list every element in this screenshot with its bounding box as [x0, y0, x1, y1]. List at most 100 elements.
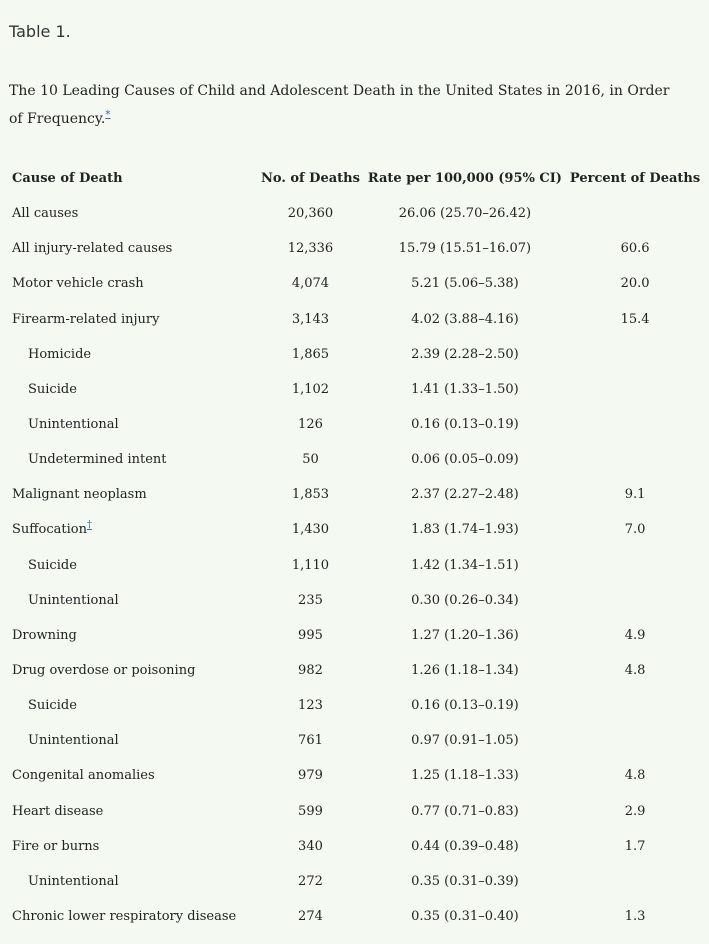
deaths-cell: 235: [298, 592, 323, 608]
table-row: Chronic lower respiratory disease 274 0.35…: [6, 899, 700, 934]
table-row: Fire or burns 340 0.44 (0.39–0.48) 1.7: [6, 829, 700, 864]
percent-cell: 1.7: [624, 838, 646, 854]
cause-cell: All injury-related causes: [6, 231, 261, 266]
cause-cell: All causes: [6, 196, 261, 231]
deaths-cell: 761: [298, 733, 323, 749]
cause-text: Motor vehicle crash: [12, 276, 144, 292]
cause-text: Undetermined intent: [28, 452, 167, 468]
rate-cell: 0.77 (0.71–0.83): [411, 803, 519, 819]
rate-cell: 0.06 (0.05–0.09): [411, 452, 519, 468]
cause-text: Unintentional: [28, 417, 119, 433]
rate-cell: 2.39 (2.28–2.50): [411, 346, 519, 362]
column-header: Percent of Deaths: [569, 171, 701, 187]
table-row: Suicide 1,102 1.41 (1.33–1.50): [6, 372, 700, 407]
rate-cell: 1.42 (1.34–1.51): [411, 557, 519, 573]
rate-cell: 1.26 (1.18–1.34): [411, 663, 519, 679]
percent-cell: 4.8: [624, 663, 646, 679]
cause-cell: Malignant neoplasm: [6, 477, 261, 512]
percent-cell: [570, 407, 700, 442]
deaths-cell: 126: [298, 417, 323, 433]
table-row: Drug overdose or poisoning 982 1.26 (1.18–…: [6, 653, 700, 688]
table-row: Motor vehicle crash 4,074 5.21 (5.06–5.38)…: [6, 266, 700, 301]
table-body: All causes 20,360 26.06 (25.70–26.42) All i…: [6, 196, 700, 934]
cause-text: Firearm-related injury: [12, 311, 160, 327]
percent-cell: [570, 583, 700, 618]
table-row: Suicide 123 0.16 (0.13–0.19): [6, 688, 700, 723]
percent-cell: 4.9: [624, 627, 646, 643]
percent-cell: 20.0: [620, 276, 650, 292]
cause-cell: Unintentional: [6, 407, 261, 442]
percent-cell: [570, 196, 700, 231]
percent-cell: [570, 688, 700, 723]
percent-cell: 2.9: [624, 803, 646, 819]
footnote-link[interactable]: †: [86, 520, 92, 532]
cause-cell: Drug overdose or poisoning: [6, 653, 261, 688]
table-row: Unintentional 272 0.35 (0.31–0.39): [6, 864, 700, 899]
column-header: Cause of Death: [12, 171, 123, 187]
cause-text: Drug overdose or poisoning: [12, 663, 196, 679]
cause-text: Unintentional: [28, 592, 119, 608]
cause-cell: Undetermined intent: [6, 442, 261, 477]
cause-text: Malignant neoplasm: [12, 487, 147, 503]
cause-cell: Unintentional: [6, 583, 261, 618]
cause-text: Homicide: [28, 346, 92, 362]
table-row: Firearm-related injury 3,143 4.02 (3.88–4.…: [6, 302, 700, 337]
table-row: Heart disease 599 0.77 (0.71–0.83) 2.9: [6, 794, 700, 829]
deaths-cell: 1,865: [291, 346, 330, 362]
rate-cell: 0.16 (0.13–0.19): [411, 417, 519, 433]
cause-text: Drowning: [12, 627, 77, 643]
table-row: Unintentional 235 0.30 (0.26–0.34): [6, 583, 700, 618]
deaths-cell: 340: [298, 838, 323, 854]
cause-cell: Motor vehicle crash: [6, 266, 261, 301]
cause-text: Congenital anomalies: [12, 768, 155, 784]
cause-cell: Firearm-related injury: [6, 302, 261, 337]
deaths-cell: 20,360: [287, 206, 334, 222]
caption-text: The 10 Leading Causes of Child and Adole…: [9, 83, 670, 127]
cause-cell: Suicide: [6, 372, 261, 407]
table-row: Malignant neoplasm 1,853 2.37 (2.27–2.48) 9…: [6, 477, 700, 512]
cause-cell: Congenital anomalies: [6, 758, 261, 793]
deaths-cell: 1,853: [291, 487, 330, 503]
data-table: Cause of Death No. of Deaths Rate per 100,…: [6, 161, 700, 934]
cause-text: Suicide: [28, 557, 77, 573]
cause-cell: Drowning: [6, 618, 261, 653]
percent-cell: 15.4: [620, 311, 650, 327]
rate-cell: 1.83 (1.74–1.93): [411, 522, 519, 538]
rate-cell: 26.06 (25.70–26.42): [398, 206, 532, 222]
cause-cell: Suicide: [6, 548, 261, 583]
cause-text: Unintentional: [28, 873, 119, 889]
cause-cell: Suffocation†: [6, 512, 261, 547]
deaths-cell: 979: [298, 768, 323, 784]
deaths-cell: 50: [302, 452, 319, 468]
table-row: Drowning 995 1.27 (1.20–1.36) 4.9: [6, 618, 700, 653]
percent-cell: 9.1: [624, 487, 646, 503]
deaths-cell: 599: [298, 803, 323, 819]
cause-text: Fire or burns: [12, 838, 100, 854]
rate-cell: 0.44 (0.39–0.48): [411, 838, 519, 854]
table-row: All injury-related causes 12,336 15.79 (15…: [6, 231, 700, 266]
deaths-cell: 272: [298, 873, 323, 889]
cause-text: All injury-related causes: [12, 241, 173, 257]
cause-text: Suicide: [28, 381, 77, 397]
rate-cell: 1.27 (1.20–1.36): [411, 627, 519, 643]
rate-cell: 0.35 (0.31–0.40): [411, 909, 519, 925]
rate-cell: 0.35 (0.31–0.39): [411, 873, 519, 889]
rate-cell: 1.41 (1.33–1.50): [411, 381, 519, 397]
percent-cell: 4.8: [624, 768, 646, 784]
header-row: Cause of Death No. of Deaths Rate per 100,…: [6, 161, 700, 196]
cause-text: Suffocation: [12, 522, 87, 538]
cause-cell: Chronic lower respiratory disease: [6, 899, 261, 934]
cause-cell: Fire or burns: [6, 829, 261, 864]
cause-text: Chronic lower respiratory disease: [12, 909, 237, 925]
footnote-link[interactable]: *: [105, 109, 111, 121]
rate-cell: 2.37 (2.27–2.48): [411, 487, 519, 503]
deaths-cell: 3,143: [291, 311, 330, 327]
rate-cell: 0.30 (0.26–0.34): [411, 592, 519, 608]
column-header: Rate per 100,000 (95% CI): [367, 171, 562, 187]
deaths-cell: 4,074: [291, 276, 330, 292]
deaths-cell: 274: [298, 909, 323, 925]
rate-cell: 0.16 (0.13–0.19): [411, 698, 519, 714]
cause-cell: Unintentional: [6, 864, 261, 899]
cause-cell: Suicide: [6, 688, 261, 723]
